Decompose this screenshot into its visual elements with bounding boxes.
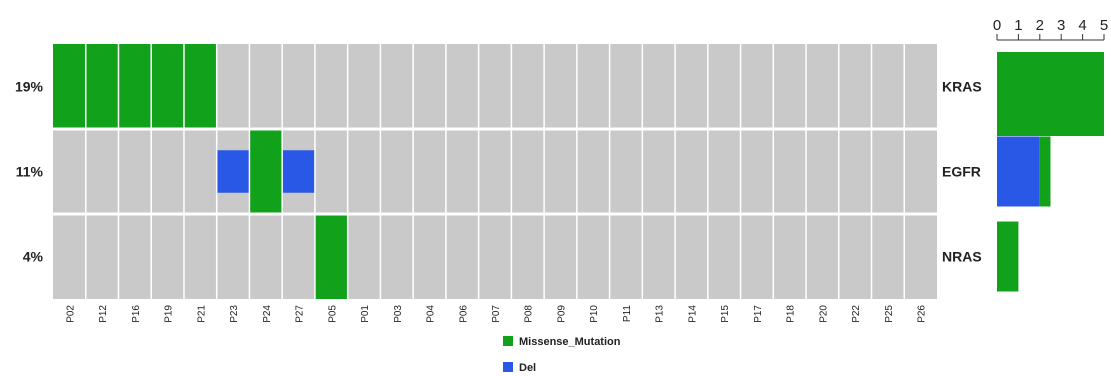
- percent-label-kras: 19%: [15, 79, 44, 95]
- legend-swatch-missense-mutation: [503, 336, 513, 346]
- sample-label-p14: P14: [687, 305, 698, 323]
- sample-label-p21: P21: [196, 305, 207, 323]
- sample-label-p23: P23: [229, 305, 240, 323]
- sample-label-p25: P25: [884, 305, 895, 323]
- sample-label-p02: P02: [65, 305, 76, 323]
- sample-label-p22: P22: [851, 305, 862, 323]
- sample-label-p17: P17: [753, 305, 764, 323]
- sample-label-p08: P08: [524, 305, 535, 323]
- sample-label-p11: P11: [622, 305, 633, 322]
- cell-kras-p12-missense: [85, 44, 119, 129]
- cell-egfr-p27-del: [282, 150, 315, 193]
- count-bar-kras-missense: [997, 52, 1104, 136]
- count-axis-tick-label: 4: [1078, 17, 1086, 34]
- count-bar-egfr-del: [997, 136, 1040, 207]
- cell-kras-p16-missense: [118, 44, 152, 129]
- count-bars: [997, 52, 1104, 292]
- sample-label-p09: P09: [556, 305, 567, 323]
- legend-label-del: Del: [519, 362, 536, 374]
- sample-label-p19: P19: [164, 305, 175, 323]
- sample-label-p07: P07: [491, 305, 502, 323]
- legend-label-missense-mutation: Missense_Mutation: [519, 336, 621, 348]
- sample-label-p24: P24: [262, 305, 273, 323]
- cell-kras-p21-missense: [183, 44, 217, 129]
- cell-kras-p19-missense: [151, 44, 184, 129]
- sample-label-p04: P04: [426, 305, 437, 323]
- count-axis-tick-label: 0: [993, 17, 1001, 34]
- count-bar-egfr-missense: [1039, 136, 1051, 207]
- gene-label-egfr: EGFR: [942, 164, 981, 180]
- sample-label-p27: P27: [295, 305, 306, 323]
- cell-egfr-p23-del: [216, 150, 250, 193]
- sample-label-p16: P16: [131, 305, 142, 323]
- percent-labels: 19% 11% 4%: [15, 79, 44, 265]
- sample-label-p18: P18: [786, 305, 797, 323]
- grid-layer: [53, 44, 937, 299]
- legend-swatch-del: [503, 362, 513, 372]
- gene-label-nras: NRAS: [942, 249, 982, 265]
- cell-egfr-p24-missense: [249, 129, 283, 214]
- sample-label-p10: P10: [589, 305, 600, 323]
- count-axis-tick-label: 5: [1100, 17, 1108, 34]
- legend: Missense_Mutation Del: [503, 336, 621, 374]
- count-bar-nras-missense: [997, 221, 1019, 292]
- gene-labels: KRAS EGFR NRAS: [942, 79, 982, 265]
- cell-nras-p05-missense: [314, 214, 348, 299]
- count-axis-tick-label: 3: [1057, 17, 1065, 34]
- sample-label-p03: P03: [393, 305, 404, 323]
- sample-label-p13: P13: [655, 305, 666, 323]
- count-axis-tick-label: 1: [1014, 17, 1022, 34]
- sample-label-p12: P12: [98, 305, 109, 323]
- sample-label-p06: P06: [458, 305, 469, 323]
- sample-label-p26: P26: [917, 305, 928, 323]
- cell-kras-p02-missense: [53, 44, 86, 129]
- count-axis-tick-label: 2: [1036, 17, 1044, 34]
- sample-label-p01: P01: [360, 305, 371, 323]
- percent-label-nras: 4%: [23, 249, 44, 265]
- cells-layer: [53, 44, 348, 299]
- sample-label-p05: P05: [327, 305, 338, 323]
- percent-label-egfr: 11%: [16, 164, 44, 180]
- sample-labels: P02 P12 P16 P19 P21 P23 P24 P27 P05 P01 P03 P04 P06 P…: [65, 305, 927, 323]
- sample-label-p20: P20: [818, 305, 829, 323]
- gene-label-kras: KRAS: [942, 79, 982, 95]
- sample-label-p15: P15: [720, 305, 731, 323]
